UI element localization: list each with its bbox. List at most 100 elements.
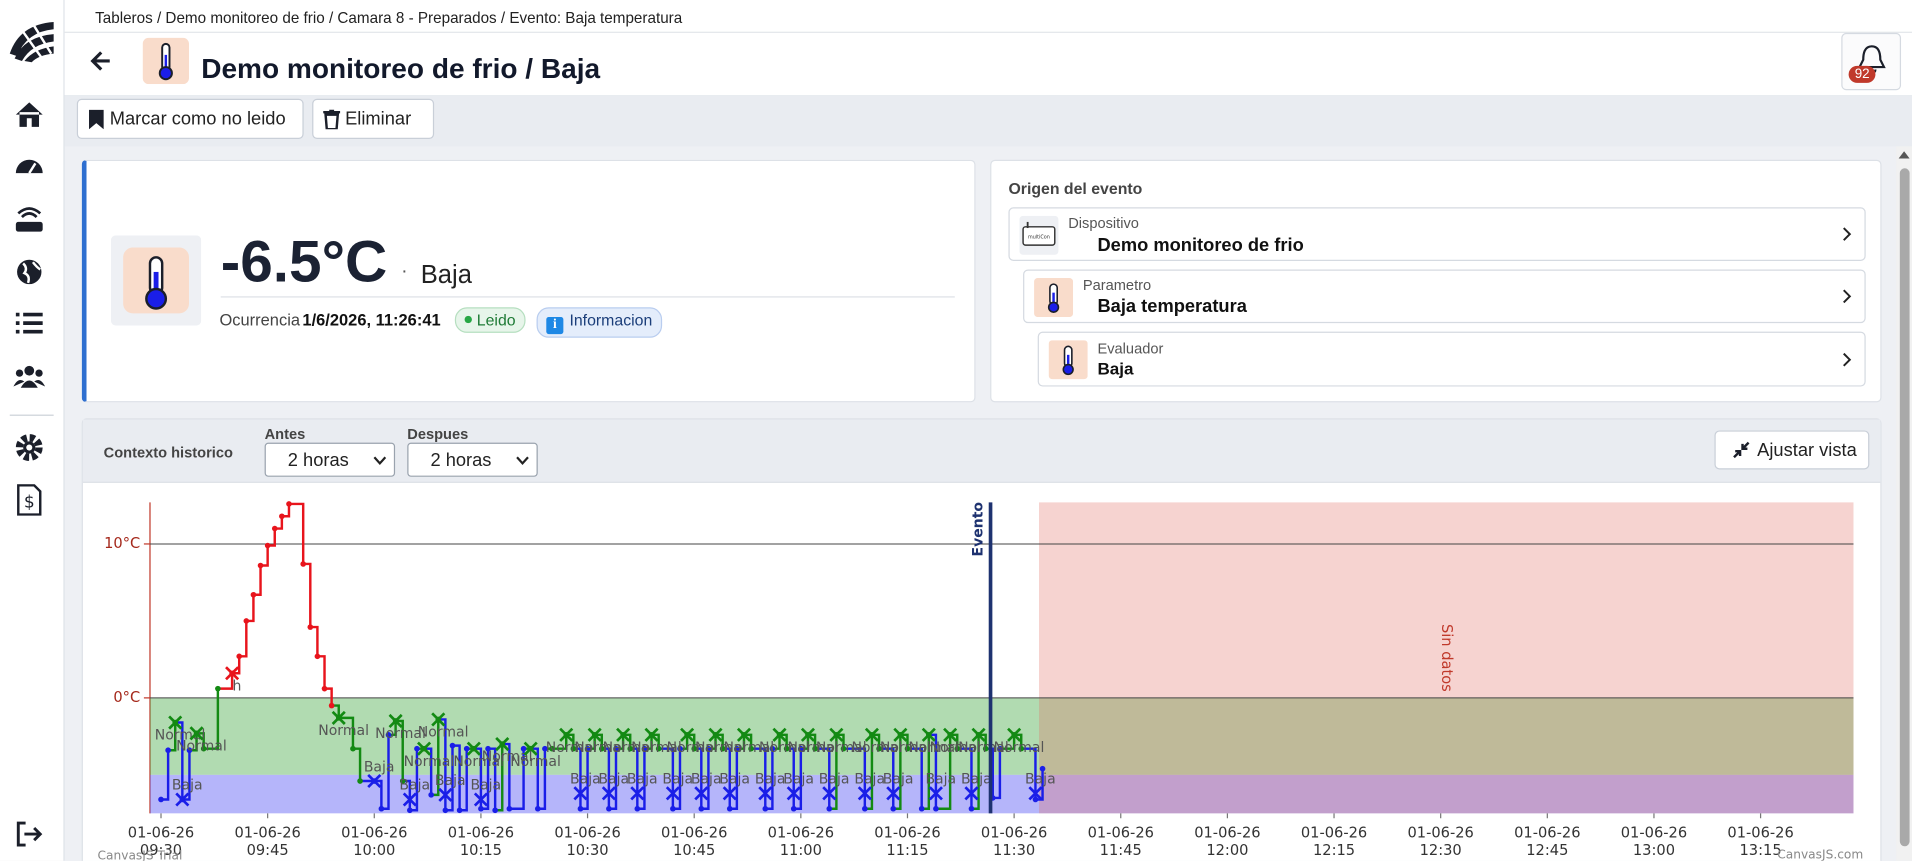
x-tick-line: 12:15 bbox=[1313, 842, 1355, 859]
data-point bbox=[243, 618, 250, 624]
marker-label: Baja bbox=[961, 772, 992, 788]
data-point bbox=[158, 796, 164, 803]
logout-icon[interactable] bbox=[13, 818, 45, 850]
marker-label: Normal bbox=[318, 723, 369, 739]
x-tick-line: 01-06-26 bbox=[1514, 825, 1580, 842]
event-marker bbox=[736, 727, 752, 742]
x-tick-line: 12:30 bbox=[1420, 842, 1462, 859]
users-icon[interactable] bbox=[13, 361, 46, 393]
data-point bbox=[264, 542, 271, 549]
origin-card: Origen del evento multiCon Dispositivo D… bbox=[990, 159, 1882, 403]
origin-row[interactable]: multiCon Dispositivo Demo monitoreo de f… bbox=[1008, 207, 1866, 261]
event-marker bbox=[616, 727, 631, 742]
before-select[interactable]: 2 horas bbox=[264, 442, 396, 477]
line-segment bbox=[999, 734, 1016, 750]
breadcrumb[interactable]: Tableros / Demo monitoreo de frio / Cama… bbox=[95, 9, 683, 27]
info-icon: i bbox=[546, 317, 564, 335]
before-label: Antes bbox=[264, 425, 306, 443]
dashboard-icon[interactable] bbox=[13, 150, 45, 182]
origin-row[interactable]: Evaluador Baja bbox=[1037, 331, 1866, 387]
marker-label: Normal bbox=[816, 740, 867, 756]
event-marker bbox=[495, 737, 510, 752]
data-point bbox=[577, 805, 584, 812]
trash-icon bbox=[323, 109, 341, 129]
data-point bbox=[271, 525, 278, 532]
data-point bbox=[997, 745, 1003, 752]
x-tick-line: 01-06-26 bbox=[234, 825, 300, 842]
data-point bbox=[876, 745, 882, 752]
data-point bbox=[385, 732, 392, 738]
logo[interactable] bbox=[7, 17, 56, 63]
marker-label: Normal bbox=[482, 749, 533, 765]
marker-label: Normal bbox=[631, 740, 682, 756]
status-pill: Leido bbox=[454, 307, 526, 333]
data-point bbox=[350, 745, 356, 752]
x-tick-line: 09:30 bbox=[140, 842, 182, 859]
scroll-thumb[interactable] bbox=[1899, 168, 1910, 847]
fit-view-button[interactable]: Ajustar vista bbox=[1714, 430, 1870, 470]
line-segment bbox=[843, 747, 867, 809]
marker-label: Normal bbox=[908, 740, 959, 756]
billing-icon[interactable]: $ bbox=[13, 484, 45, 516]
divider bbox=[64, 31, 1912, 33]
credit: CanvasJS.com bbox=[1777, 847, 1863, 860]
data-point bbox=[790, 805, 797, 812]
x-tick-line: 10:30 bbox=[566, 842, 608, 859]
scroll-up[interactable] bbox=[1898, 150, 1910, 160]
event-marker bbox=[786, 786, 801, 801]
event-marker bbox=[644, 727, 659, 742]
x-tick-line: 10:15 bbox=[460, 842, 502, 859]
line-segment bbox=[957, 747, 973, 809]
x-tick-label: 01-06-26 11:00 bbox=[768, 825, 834, 859]
back-button[interactable] bbox=[89, 49, 113, 73]
data-point bbox=[726, 805, 733, 812]
chevron bbox=[516, 456, 529, 466]
chevron bbox=[1843, 352, 1852, 366]
event-marker bbox=[694, 786, 709, 801]
delete-button[interactable]: Eliminar bbox=[312, 98, 435, 140]
data-point bbox=[769, 745, 776, 752]
marker-label: Baja bbox=[627, 772, 658, 788]
chevron bbox=[373, 456, 387, 466]
event-marker bbox=[417, 741, 432, 756]
event-marker bbox=[367, 773, 382, 789]
x-tick-line: 12:45 bbox=[1526, 842, 1568, 859]
marker-label: Normal bbox=[695, 740, 746, 756]
origin-row[interactable]: Parametro Baja temperatura bbox=[1023, 269, 1866, 324]
event-marker bbox=[431, 712, 446, 727]
event-marker bbox=[466, 741, 481, 756]
marker-label: Normal bbox=[787, 740, 838, 756]
thermometer-icon bbox=[142, 37, 190, 85]
notifications-button[interactable]: 92 bbox=[1841, 32, 1902, 91]
data-point bbox=[534, 805, 541, 812]
home-icon[interactable] bbox=[13, 99, 45, 131]
marker-label: Normal bbox=[994, 740, 1045, 756]
scrollbar[interactable] bbox=[1896, 146, 1912, 861]
x-tick-line: 13:00 bbox=[1633, 842, 1675, 859]
event-marker bbox=[708, 727, 723, 742]
event-card: -6.5°C · Baja Ocurrencia 1/6/2026, 11:26… bbox=[81, 159, 976, 403]
data-point bbox=[570, 745, 577, 752]
mark-unread-button[interactable]: Marcar como no leido bbox=[76, 98, 304, 140]
data-point bbox=[584, 745, 591, 752]
credit: CanvasJS Trial bbox=[98, 849, 183, 861]
x-tick-line: 01-06-26 bbox=[1621, 825, 1687, 842]
data-point bbox=[826, 805, 833, 812]
settings-icon[interactable] bbox=[13, 432, 45, 464]
x-tick-line: 01-06-26 bbox=[981, 825, 1047, 842]
marker-label: Baja bbox=[662, 772, 693, 788]
globe-icon[interactable] bbox=[13, 256, 45, 288]
event-marker bbox=[772, 727, 787, 742]
devices-icon[interactable] bbox=[13, 204, 45, 236]
event-marker bbox=[1028, 786, 1043, 801]
line-segment bbox=[246, 594, 255, 623]
separator: · bbox=[401, 260, 408, 282]
data-point bbox=[442, 807, 449, 814]
line-segment bbox=[658, 747, 675, 809]
after-select[interactable]: 2 horas bbox=[407, 442, 538, 477]
no-data-region bbox=[1039, 502, 1854, 814]
list-icon[interactable] bbox=[13, 307, 45, 339]
line-segment bbox=[253, 565, 262, 596]
